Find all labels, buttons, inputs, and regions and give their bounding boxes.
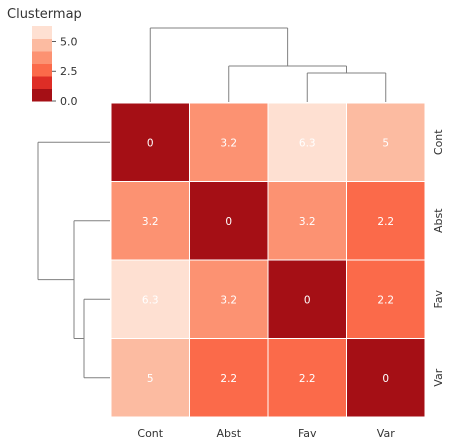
y-tick-label: Cont [432, 129, 445, 155]
heatmap-cell-labels: 0 3.2 6.3 5 3.2 0 3.2 2.2 6.3 3.2 0 2.2 5 2.2 2.2 0 [142, 137, 394, 385]
y-tick-label: Fav [432, 289, 445, 308]
cell-value-label: 5 [147, 373, 154, 385]
colorbar-segment [32, 76, 52, 89]
heatmap-cell [189, 338, 269, 418]
x-tick-labels: Cont Abst Fav Var [137, 427, 395, 440]
cell-value-label: 3.2 [299, 216, 316, 228]
heatmap-cell [110, 181, 190, 261]
cell-value-label: 6.3 [142, 294, 159, 306]
cell-value-label: 3.2 [220, 294, 237, 306]
cell-value-label: 2.2 [220, 373, 237, 385]
heatmap-cell [346, 259, 426, 339]
top-dendrogram [149, 27, 387, 102]
heatmap-cell [346, 181, 426, 261]
x-tick-label: Var [377, 427, 395, 440]
x-tick-label: Abst [216, 427, 241, 440]
colorbar-segment [32, 88, 52, 102]
heatmap-cell [110, 338, 190, 418]
cell-value-label: 2.2 [377, 216, 394, 228]
heatmap-cell [346, 102, 426, 182]
chart-title: Clustermap [7, 7, 82, 22]
cell-value-label: 2.2 [377, 294, 394, 306]
colorbar [32, 26, 52, 102]
colorbar-segment [32, 38, 52, 52]
colorbar-segment [32, 26, 52, 39]
colorbar-segment [32, 51, 52, 64]
y-tick-label: Var [432, 368, 445, 386]
heatmap-cell [267, 259, 347, 339]
heatmap-cells [110, 102, 426, 418]
heatmap-cell [267, 338, 347, 418]
cell-value-label: 0 [304, 294, 311, 306]
cell-value-label: 0 [225, 216, 232, 228]
cell-value-label: 3.2 [220, 137, 237, 149]
x-tick-label: Cont [137, 427, 163, 440]
cell-value-label: 6.3 [299, 137, 316, 149]
y-tick-label: Abst [432, 208, 445, 233]
heatmap-cell [110, 259, 190, 339]
colorbar-tick-label: 2.5 [60, 65, 78, 78]
x-tick-label: Fav [298, 427, 317, 440]
colorbar-segment [32, 63, 52, 77]
cell-value-label: 3.2 [142, 216, 159, 228]
heatmap-cell [267, 102, 347, 182]
cell-value-label: 0 [382, 373, 389, 385]
heatmap-cell [346, 338, 426, 418]
colorbar-tick-label: 5.0 [60, 35, 78, 48]
colorbar-ticks: 0.0 2.5 5.0 [52, 35, 78, 108]
cell-value-label: 0 [147, 137, 154, 149]
y-tick-labels: Cont Abst Fav Var [432, 129, 445, 387]
colorbar-tick-label: 0.0 [60, 95, 78, 108]
cell-value-label: 2.2 [299, 373, 316, 385]
left-dendrogram [37, 141, 110, 379]
cell-value-label: 5 [382, 137, 389, 149]
